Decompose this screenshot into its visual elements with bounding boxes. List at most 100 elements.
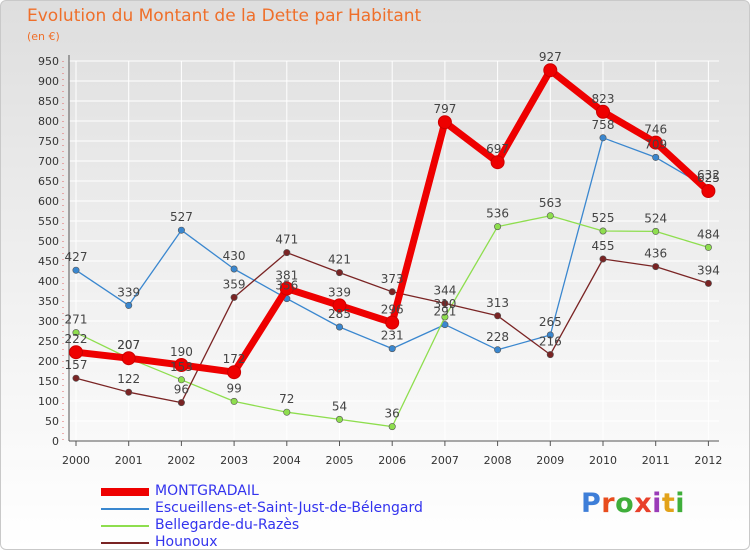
data-point [652,227,660,235]
data-point [599,134,607,142]
data-label: 697 [486,142,509,156]
data-point [494,223,502,231]
data-label: 339 [328,285,351,299]
logo-letter: r [601,488,616,519]
data-point [494,346,502,354]
data-label: 285 [328,307,351,321]
y-tick-label: 500 [38,235,59,248]
data-point [177,226,185,234]
data-label: 172 [223,352,246,366]
data-label: 310 [433,297,456,311]
data-label: 823 [592,92,615,106]
data-label: 96 [174,383,189,397]
legend-label: Bellegarde-du-Razès [155,517,300,533]
y-tick-label: 450 [38,255,59,268]
data-label: 758 [592,118,615,132]
y-tick-label: 50 [45,415,59,428]
legend-label: Escueillens-et-Saint-Just-de-Bélengard [155,500,423,516]
y-tick-label: 200 [38,355,59,368]
data-point [69,345,83,360]
data-label: 746 [644,123,667,137]
data-label: 157 [65,358,88,372]
data-point [701,184,716,198]
data-label: 222 [65,332,88,346]
x-tick-label: 2004 [273,454,301,467]
data-point [490,155,505,170]
data-label: 296 [381,303,404,317]
x-tick-label: 2007 [431,454,459,467]
chart-title: Evolution du Montant de la Dette par Hab… [27,6,422,26]
y-tick-label: 250 [38,335,59,348]
data-point [546,212,554,220]
logo-letter: o [615,488,635,519]
logo-letter: i [675,488,686,519]
data-point [335,323,343,331]
y-tick-label: 900 [38,75,59,88]
x-tick-label: 2006 [378,454,406,467]
data-label: 207 [117,338,140,352]
data-point [72,266,80,274]
data-label: 72 [279,392,294,406]
data-label: 356 [275,279,298,293]
data-label: 313 [486,296,509,310]
data-label: 394 [697,263,720,277]
data-point [332,298,347,313]
data-point [279,281,294,296]
data-label: 231 [381,329,404,343]
y-tick-label: 650 [38,175,59,188]
legend-swatch [101,508,149,510]
legend-swatch [101,525,149,527]
y-tick-label: 600 [38,195,59,208]
data-point [230,293,238,301]
legend-label: Hounoux [155,534,218,550]
legend-label: MONTGRADAIL [155,483,259,499]
y-tick-label: 100 [38,395,59,408]
data-label: 265 [539,315,562,329]
data-label: 421 [328,253,351,267]
data-label: 190 [170,345,193,359]
data-point [437,115,452,130]
x-tick-label: 2008 [484,454,512,467]
data-point [546,331,554,339]
data-point [652,153,660,161]
x-tick-label: 2011 [642,454,670,467]
data-label: 927 [539,50,562,64]
data-point [388,345,396,353]
data-label: 99 [226,381,241,395]
data-label: 625 [697,171,720,185]
data-point [121,351,136,366]
data-point [388,423,396,431]
data-label: 339 [117,285,140,299]
data-point [230,265,238,273]
data-point [441,313,449,321]
data-label: 525 [592,211,615,225]
data-label: 427 [65,250,88,264]
x-tick-label: 2002 [167,454,195,467]
data-point [494,312,502,320]
data-point [596,104,610,119]
data-point [543,63,558,78]
data-label: 524 [644,211,667,225]
y-tick-label: 350 [38,295,59,308]
x-tick-label: 2001 [115,454,143,467]
x-tick-label: 2003 [220,454,248,467]
y-tick-label: 850 [38,95,59,108]
y-tick-label: 700 [38,155,59,168]
data-label: 153 [170,360,193,374]
data-label: 527 [170,210,193,224]
data-label: 271 [65,313,88,327]
data-point [174,358,189,372]
x-tick-label: 2012 [694,454,722,467]
data-label: 207 [117,338,140,352]
data-point [72,329,80,337]
data-point [652,263,660,271]
data-point [227,365,242,380]
data-label: 563 [539,196,562,210]
data-point [335,415,343,423]
data-label: 471 [275,233,298,247]
data-point [599,227,607,235]
legend-swatch [101,488,149,496]
data-point [704,279,712,287]
